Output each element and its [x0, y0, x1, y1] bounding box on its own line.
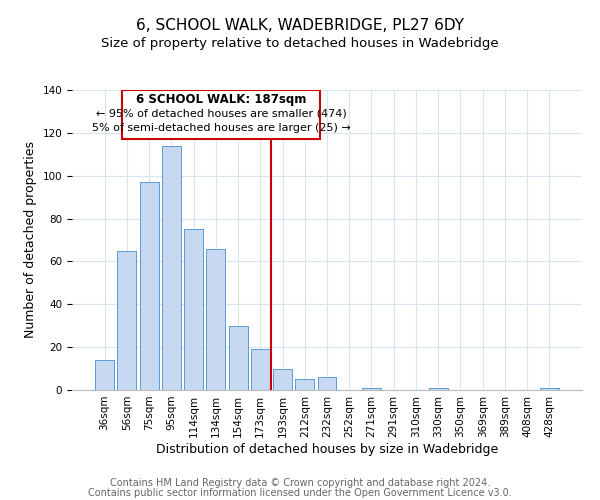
Text: 6 SCHOOL WALK: 187sqm: 6 SCHOOL WALK: 187sqm — [136, 93, 307, 106]
Text: Contains HM Land Registry data © Crown copyright and database right 2024.: Contains HM Land Registry data © Crown c… — [110, 478, 490, 488]
Bar — [251, 350, 270, 390]
Text: 6, SCHOOL WALK, WADEBRIDGE, PL27 6DY: 6, SCHOOL WALK, WADEBRIDGE, PL27 6DY — [136, 18, 464, 32]
Y-axis label: Number of detached properties: Number of detached properties — [24, 142, 37, 338]
Bar — [429, 388, 448, 390]
Bar — [295, 380, 314, 390]
Bar — [95, 360, 114, 390]
Bar — [540, 388, 559, 390]
Text: ← 95% of detached houses are smaller (474): ← 95% of detached houses are smaller (47… — [96, 108, 347, 118]
Bar — [184, 230, 203, 390]
X-axis label: Distribution of detached houses by size in Wadebridge: Distribution of detached houses by size … — [156, 442, 498, 456]
Text: Contains public sector information licensed under the Open Government Licence v3: Contains public sector information licen… — [88, 488, 512, 498]
Bar — [273, 368, 292, 390]
Bar — [229, 326, 248, 390]
Bar — [206, 248, 225, 390]
Text: 5% of semi-detached houses are larger (25) →: 5% of semi-detached houses are larger (2… — [92, 123, 351, 133]
Bar — [140, 182, 158, 390]
Bar — [317, 377, 337, 390]
Text: Size of property relative to detached houses in Wadebridge: Size of property relative to detached ho… — [101, 38, 499, 51]
Bar — [162, 146, 181, 390]
Bar — [362, 388, 381, 390]
Bar — [118, 250, 136, 390]
FancyBboxPatch shape — [122, 90, 320, 140]
